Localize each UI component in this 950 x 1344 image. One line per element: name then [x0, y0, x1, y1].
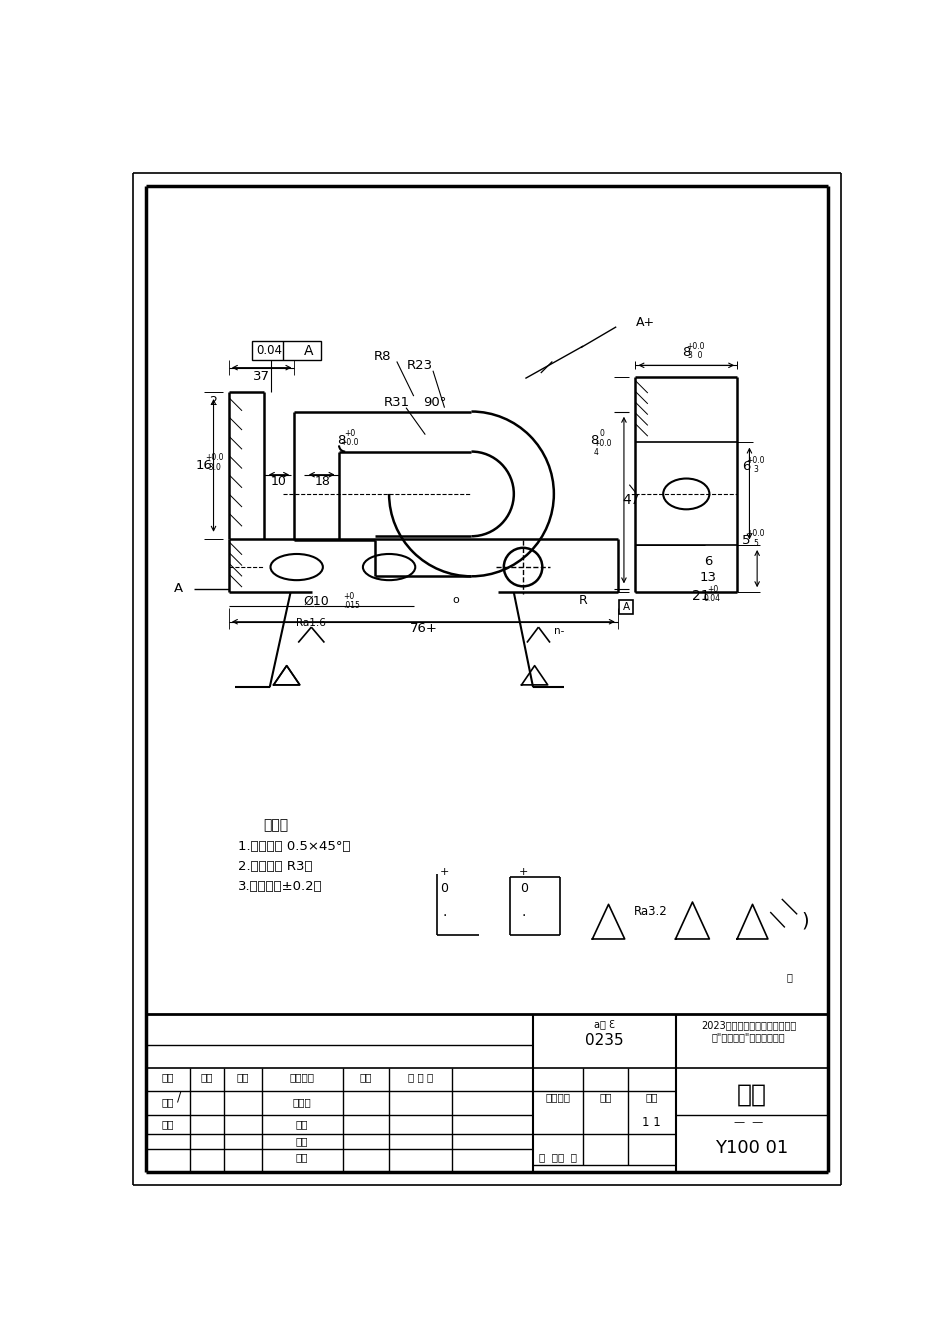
Text: 0235: 0235: [585, 1034, 624, 1048]
Text: A: A: [174, 582, 183, 595]
Text: Ra3.2: Ra3.2: [634, 905, 668, 918]
Text: 更改文件: 更改文件: [290, 1073, 314, 1082]
Text: n-: n-: [554, 626, 564, 636]
Text: +0: +0: [707, 585, 718, 594]
Text: 18: 18: [315, 474, 331, 488]
Text: 90°: 90°: [424, 395, 446, 409]
Text: 比例: 比例: [645, 1091, 658, 1102]
Text: 8: 8: [337, 434, 346, 446]
Text: 标准化: 标准化: [293, 1097, 312, 1107]
Text: 年 月 日: 年 月 日: [408, 1073, 433, 1082]
Text: 2.未注圆角 R3；: 2.未注圆角 R3；: [238, 860, 313, 874]
Text: 5: 5: [753, 539, 758, 548]
Text: 1 1: 1 1: [642, 1116, 661, 1129]
Text: +0: +0: [344, 429, 355, 438]
Text: 8: 8: [590, 434, 598, 446]
Text: 重量: 重量: [599, 1091, 612, 1102]
Text: 37: 37: [253, 371, 270, 383]
Text: 3  0: 3 0: [689, 351, 703, 360]
Text: 共  张第  张: 共 张第 张: [540, 1152, 578, 1163]
Text: .015: .015: [343, 601, 360, 610]
Text: 47: 47: [622, 493, 639, 507]
Text: 0.04: 0.04: [256, 344, 282, 358]
Text: 3.未注公差±0.2。: 3.未注公差±0.2。: [238, 880, 323, 894]
Text: 标记: 标记: [162, 1073, 175, 1082]
Text: +0.0: +0.0: [747, 456, 765, 465]
Text: +0.0: +0.0: [747, 530, 765, 539]
Text: —  —: — —: [734, 1117, 763, 1128]
Text: 校核: 校核: [162, 1118, 175, 1129]
Text: R8: R8: [374, 349, 391, 363]
Text: 6: 6: [704, 555, 712, 569]
Text: ): ): [801, 911, 808, 931]
Text: 签名: 签名: [360, 1073, 372, 1082]
Text: Ra1.6: Ra1.6: [296, 618, 326, 628]
Text: 阶段标记: 阶段标记: [546, 1091, 571, 1102]
Text: .: .: [522, 905, 526, 919]
Bar: [619, 601, 634, 614]
Text: 13: 13: [699, 571, 716, 583]
Text: 工艺: 工艺: [295, 1118, 309, 1129]
Text: 3: 3: [753, 465, 758, 474]
Text: 0: 0: [600, 429, 605, 438]
Text: 21: 21: [693, 589, 710, 603]
Text: 76+: 76+: [409, 622, 438, 636]
Text: R31: R31: [384, 395, 409, 409]
Text: +0.0: +0.0: [593, 438, 612, 448]
Text: 0: 0: [441, 883, 448, 895]
Text: +0.0: +0.0: [340, 438, 359, 446]
Text: 处数: 处数: [200, 1073, 213, 1082]
Text: 5: 5: [742, 534, 750, 547]
Text: 职"数控综合"技术竞赛样题: 职"数控综合"技术竞赛样题: [712, 1032, 786, 1043]
Text: 0.04: 0.04: [704, 594, 721, 603]
Text: 6: 6: [742, 460, 750, 473]
Text: .: .: [443, 905, 446, 919]
Polygon shape: [274, 665, 300, 685]
Text: Ø10: Ø10: [303, 595, 329, 609]
Text: +: +: [519, 867, 528, 878]
Text: -3.0: -3.0: [207, 464, 221, 472]
Text: 2: 2: [209, 395, 217, 409]
Text: A+: A+: [636, 316, 655, 329]
Text: o: o: [453, 595, 460, 605]
Text: 0: 0: [520, 883, 528, 895]
Text: +0.0: +0.0: [205, 453, 223, 462]
Text: +0.0: +0.0: [686, 341, 705, 351]
Bar: [252, 341, 321, 360]
Text: R: R: [579, 594, 587, 606]
Text: R23: R23: [407, 359, 433, 372]
Text: 10: 10: [270, 474, 286, 488]
Text: 8: 8: [682, 345, 691, 359]
Text: 4: 4: [594, 448, 598, 457]
Text: 区分: 区分: [237, 1073, 249, 1082]
Text: 支架: 支架: [737, 1082, 767, 1106]
Text: 1.未注倒角 0.5×45°；: 1.未注倒角 0.5×45°；: [238, 840, 351, 853]
Text: 16: 16: [195, 458, 212, 472]
Text: A: A: [304, 344, 314, 358]
Text: 批作: 批作: [295, 1152, 309, 1163]
Text: +0: +0: [343, 591, 354, 601]
Text: /: /: [177, 1090, 181, 1103]
Text: 2023年广西职业院校技术大赛中: 2023年广西职业院校技术大赛中: [701, 1020, 796, 1031]
Text: а᳙ Ɛ: а᳙ Ɛ: [594, 1019, 616, 1028]
Text: 字: 字: [787, 973, 792, 982]
Text: 审核: 审核: [295, 1136, 309, 1145]
Text: 技术要: 技术要: [263, 818, 289, 832]
Text: Y100 01: Y100 01: [715, 1140, 788, 1157]
Text: 设计: 设计: [162, 1097, 175, 1107]
Text: +: +: [440, 867, 449, 878]
Text: A: A: [622, 602, 630, 612]
